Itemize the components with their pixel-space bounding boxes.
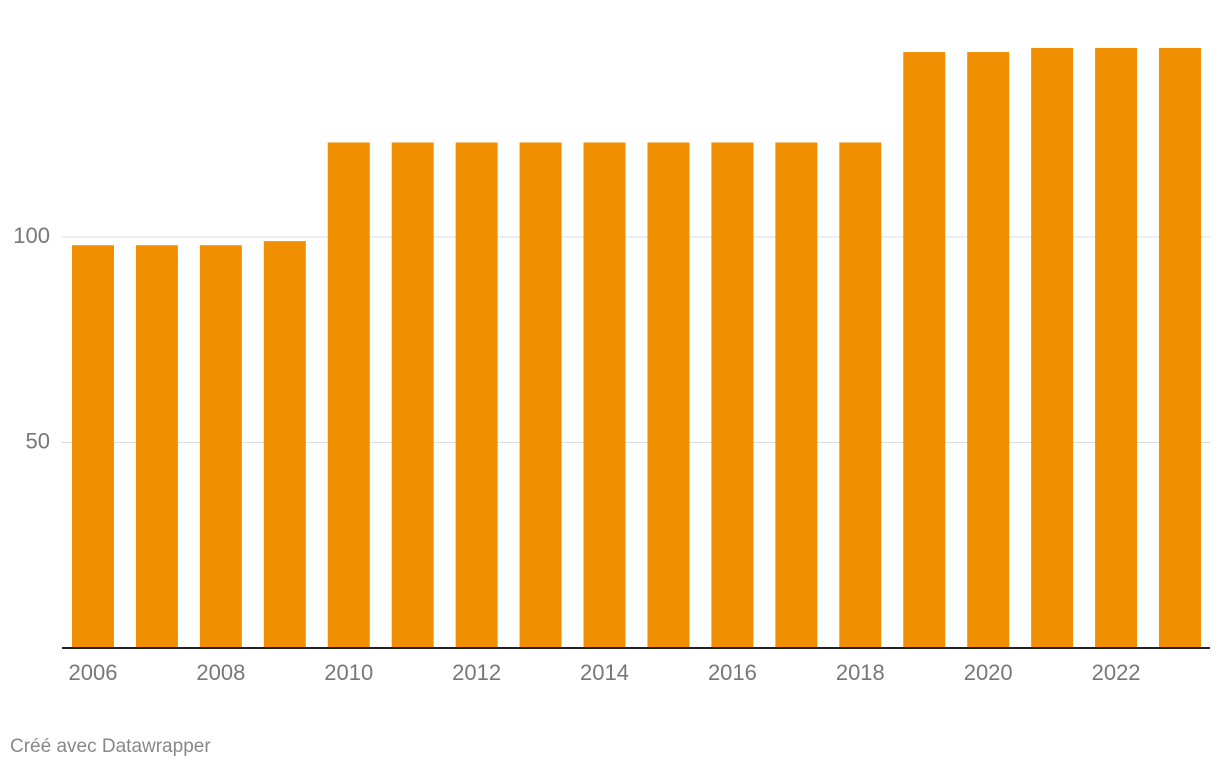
x-tick-label: 2010 [324,660,373,685]
bar [775,142,818,648]
bar [455,142,498,648]
y-tick-label: 100 [13,223,50,248]
bar [903,52,946,649]
x-tick-label: 2012 [452,660,501,685]
bar [327,142,370,648]
x-tick-label: 2018 [836,660,885,685]
x-tick-label: 2020 [964,660,1013,685]
x-tick-label: 2014 [580,660,629,685]
bar [839,142,882,648]
bar [583,142,626,648]
bar [263,241,306,649]
bar [647,142,690,648]
bar [1031,47,1074,648]
bar [967,52,1010,649]
bar [391,142,434,648]
bar [135,245,178,648]
bar [519,142,562,648]
y-tick-label: 50 [26,428,50,453]
bar [711,142,754,648]
bar [71,245,114,648]
x-tick-label: 2006 [68,660,117,685]
bar [1095,47,1138,648]
bar [199,245,242,648]
bar [1159,47,1202,648]
x-tick-label: 2022 [1092,660,1141,685]
footer: Créé avec Datawrapper [10,736,211,757]
x-tick-label: 2016 [708,660,757,685]
x-tick-label: 2008 [196,660,245,685]
